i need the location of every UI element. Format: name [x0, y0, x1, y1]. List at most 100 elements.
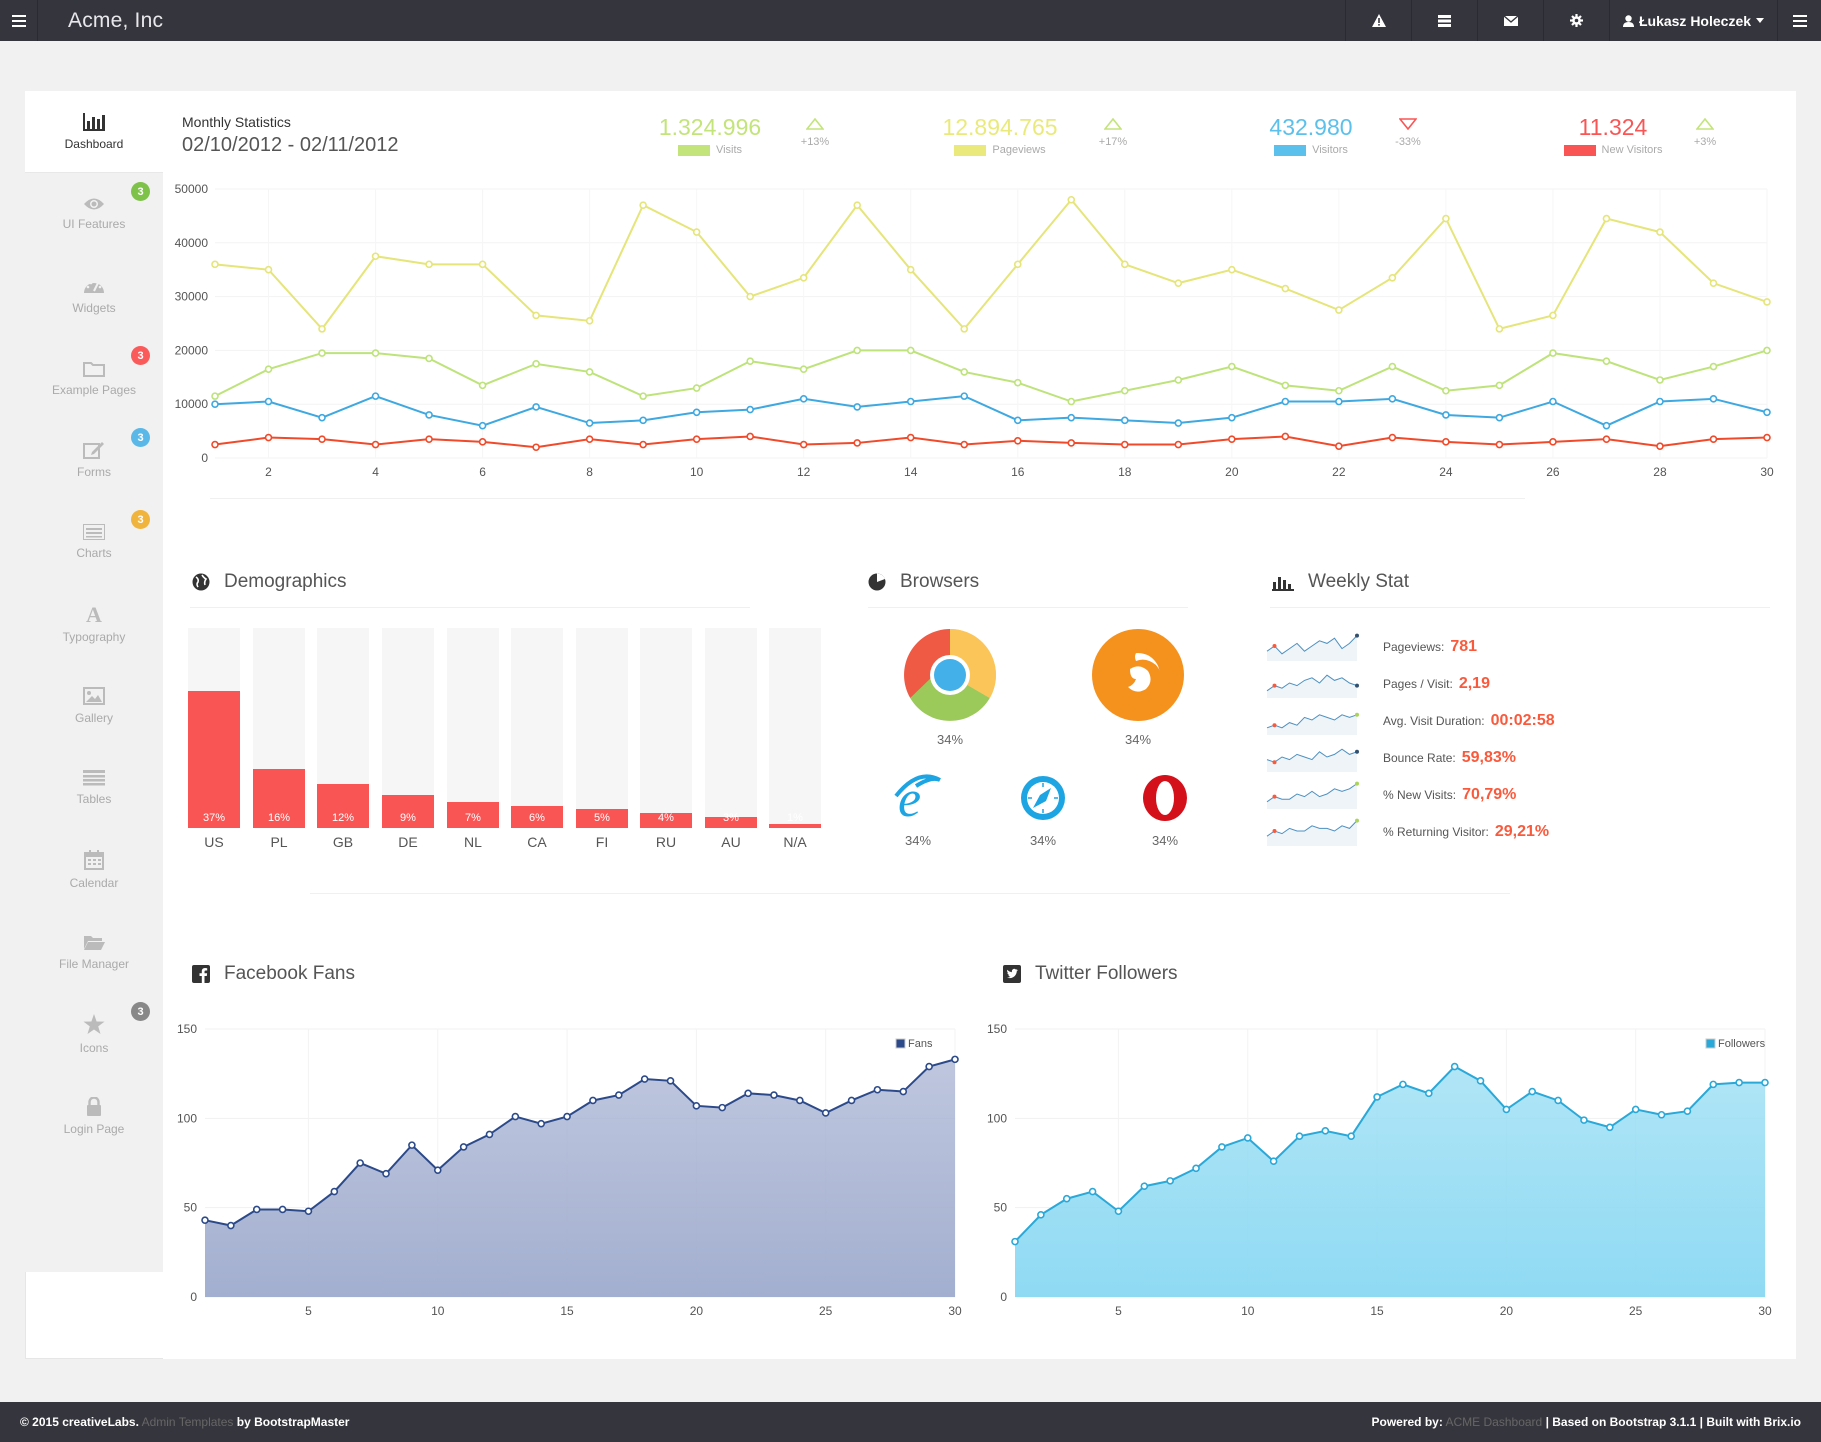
demographics-bar[interactable]: [576, 809, 628, 828]
data-point: [799, 395, 808, 403]
data-point: [1602, 357, 1611, 365]
kpi-delta-new-visitors: +3%: [1675, 118, 1735, 148]
hamburger-icon: [1792, 14, 1807, 27]
up-triangle-icon: [1104, 118, 1122, 130]
demographics-bar[interactable]: [317, 783, 369, 828]
x-tick-label: 25: [1629, 1304, 1643, 1318]
x-tick-label: 6: [479, 465, 486, 479]
demographics-column: 6%: [511, 628, 563, 828]
data-point: [252, 1205, 261, 1214]
sidebar-item-login-page[interactable]: Login Page: [25, 1075, 163, 1157]
sidebar-item-dashboard[interactable]: Dashboard: [25, 91, 163, 173]
demographics-bar[interactable]: [705, 816, 757, 828]
data-point: [1037, 1211, 1045, 1219]
sidebar-item-widgets[interactable]: Widgets: [25, 255, 163, 337]
tasks-button[interactable]: [1411, 0, 1477, 41]
demographics-bar[interactable]: [382, 794, 434, 828]
alerts-button[interactable]: [1345, 0, 1411, 41]
browser-firefox[interactable]: 34%: [1090, 627, 1186, 747]
data-point: [746, 405, 754, 414]
browser-safari[interactable]: 34%: [1018, 774, 1068, 848]
legend-label: Fans: [908, 1038, 933, 1050]
data-point: [318, 325, 326, 333]
data-point: [1373, 1093, 1381, 1101]
browser-chrome[interactable]: 34%: [902, 627, 998, 747]
data-point: [1554, 1096, 1562, 1105]
sparkline-min-point: [1272, 683, 1277, 688]
data-point: [746, 292, 754, 301]
browser-opera[interactable]: 34%: [1140, 774, 1190, 848]
data-point: [1013, 260, 1022, 269]
weekly-stat-value: 00:02:58: [1490, 711, 1555, 729]
sidebar-item-typography[interactable]: A Typography: [25, 583, 163, 665]
user-icon: [1622, 14, 1634, 27]
data-point: [1656, 228, 1664, 236]
demographics-bar[interactable]: [769, 824, 821, 828]
demographics-bar[interactable]: [253, 768, 305, 828]
kpi-value: 11.324: [1578, 114, 1648, 140]
user-menu-button[interactable]: Łukasz Holeczek: [1609, 0, 1777, 41]
kpi-delta-visits: +13%: [785, 118, 845, 148]
section-title-text: Weekly Stat: [1308, 571, 1410, 592]
data-point: [211, 392, 219, 400]
data-point: [770, 1091, 778, 1099]
x-tick-label: 26: [1546, 465, 1560, 479]
sparkline-min-point: [1272, 828, 1277, 833]
sidebar-badge: 3: [131, 510, 150, 529]
x-tick-label: 20: [690, 1304, 704, 1318]
data-point: [1656, 442, 1664, 450]
data-point: [532, 311, 540, 320]
sidebar-item-gallery[interactable]: Gallery: [25, 665, 163, 747]
footer-admin-link[interactable]: Admin Templates: [141, 1415, 234, 1429]
data-point: [1013, 416, 1022, 425]
y-tick-label: 50: [184, 1201, 198, 1215]
ie-icon: e: [894, 771, 941, 828]
demographics-bar[interactable]: [511, 805, 563, 828]
demographics-category-label: AU: [721, 834, 741, 850]
data-point: [585, 368, 594, 376]
menu-toggle-button[interactable]: [0, 0, 38, 41]
sidebar-item-forms[interactable]: Forms 3: [25, 419, 163, 501]
footer-product-link[interactable]: ACME Dashboard: [1445, 1415, 1543, 1429]
settings-button[interactable]: [1543, 0, 1609, 41]
twitter-followers-chart: 0 50 100 150 5 10 15 20 25 30 Followers: [987, 1022, 1772, 1318]
sidebar-item-icons[interactable]: Icons 3: [25, 993, 163, 1075]
demographics-bar-label: 9%: [400, 812, 416, 824]
sidebar-item-file-manager[interactable]: File Manager: [25, 911, 163, 993]
data-point: [1763, 298, 1771, 306]
sidebar-item-calendar[interactable]: Calendar: [25, 829, 163, 911]
sparkline-chart: [1266, 712, 1359, 735]
right-menu-button[interactable]: [1777, 0, 1821, 41]
data-point: [1335, 442, 1343, 450]
data-point: [1763, 346, 1771, 355]
gear-icon: [1570, 14, 1583, 27]
sidebar-item-label: Dashboard: [64, 136, 124, 151]
sidebar-item-charts[interactable]: Charts 3: [25, 501, 163, 583]
data-point: [1067, 413, 1076, 422]
data-point: [264, 433, 273, 442]
eye-icon: [84, 198, 104, 210]
legend-swatch: [677, 144, 710, 156]
x-tick-label: 20: [1225, 465, 1239, 479]
browser-ie[interactable]: e 34%: [892, 771, 944, 848]
weekly-stat-label: Bounce Rate:: [1383, 750, 1456, 765]
brand-title[interactable]: Acme, Inc: [68, 8, 164, 32]
demographics-bar[interactable]: [640, 813, 692, 828]
data-point: [318, 413, 326, 422]
data-point: [304, 1207, 313, 1216]
sidebar-item-example-pages[interactable]: Example Pages 3: [25, 337, 163, 419]
kpi-pageviews: 12.894.765 Pageviews: [925, 114, 1075, 156]
sidebar-item-ui-features[interactable]: UI Features 3: [25, 173, 163, 255]
monthly-stats-range: 02/10/2012 - 02/11/2012: [182, 134, 399, 156]
kpi-value: 1.324.996: [658, 114, 762, 140]
folder-icon: [83, 361, 105, 377]
kpi-delta: +3%: [1693, 136, 1717, 148]
sidebar-item-tables[interactable]: Tables: [25, 747, 163, 829]
legend-swatch: [954, 144, 987, 156]
y-tick-label: 0: [201, 451, 208, 465]
demographics-bar[interactable]: [188, 690, 240, 828]
demographics-bar[interactable]: [447, 802, 499, 828]
globe-icon: [192, 573, 210, 591]
messages-button[interactable]: [1477, 0, 1543, 41]
weekly-stat-title: Weekly Stat: [1272, 571, 1409, 593]
